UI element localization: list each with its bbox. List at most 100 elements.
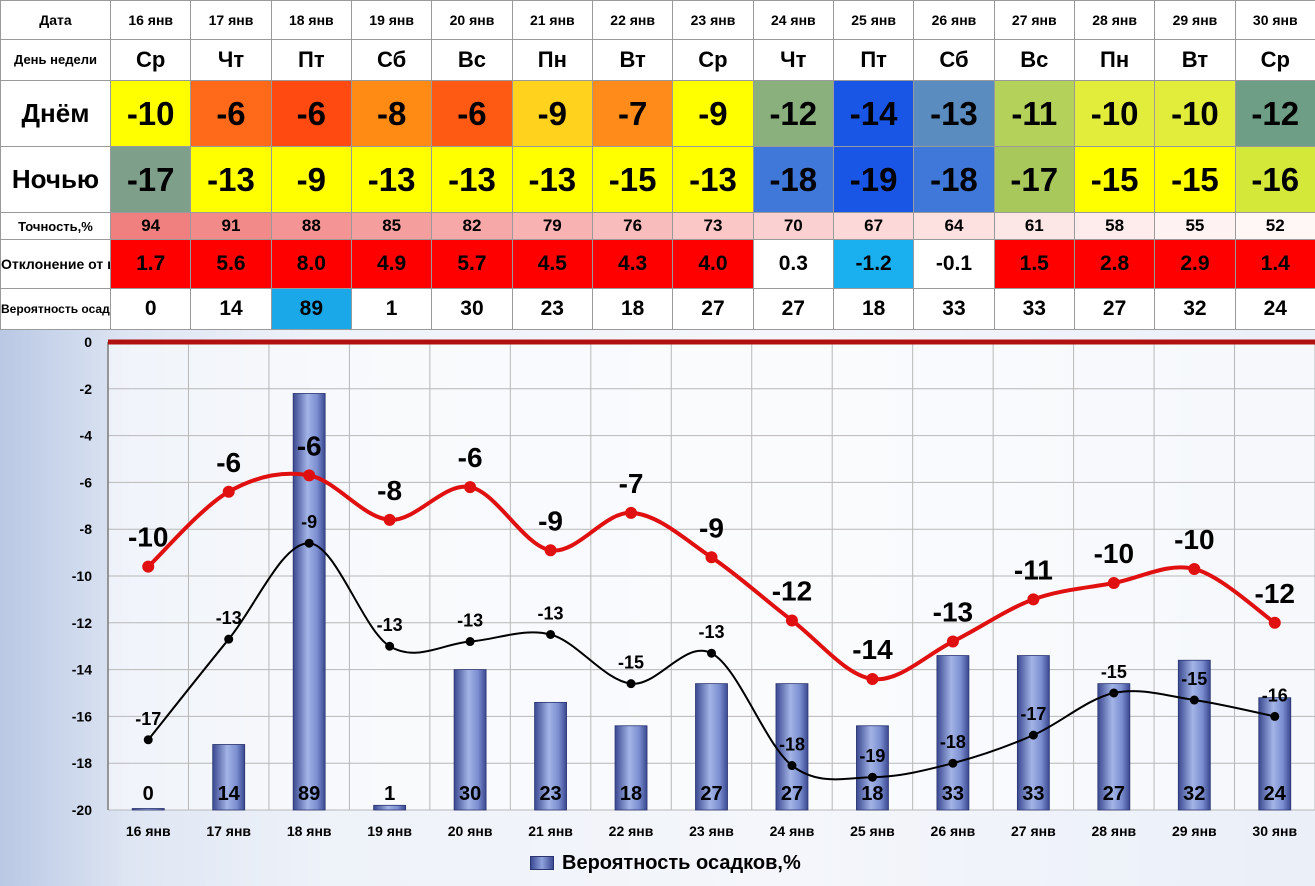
day-temp-cell: -8 [350,80,433,147]
deviation-cell: 4.5 [511,239,593,289]
accuracy-row: Точность,% 94 91 88 85 82 79 76 73 70 67 64 61 58 55 52 [0,212,1315,240]
night-temp-cell: -13 [350,146,433,213]
precip-bar-label: 27 [1103,783,1125,805]
precip-bar [936,655,970,811]
accuracy-cell: 76 [591,212,674,240]
weekday-cell: Чт [752,39,834,81]
x-tick-label: 17 янв [206,823,251,839]
night-temp-cell: -17 [993,146,1075,213]
night-temp-cell: -15 [1073,146,1156,213]
night-temp-label: -17 [135,709,161,729]
deviation-cell: 5.7 [431,239,513,289]
precip-bar-label: 33 [942,783,964,805]
precip-bar [856,725,889,811]
day-temp-point [1268,616,1281,629]
precip-bar [1016,655,1050,811]
x-tick-label: 20 янв [448,823,493,839]
day-temp-label: -13 [933,597,973,628]
day-temp-point [1107,577,1120,590]
night-temp-label: -18 [940,732,966,752]
deviation-cell: 8.0 [270,239,352,289]
weekday-cell: Пт [832,39,915,81]
y-tick-label: -10 [72,568,92,584]
day-temp-cell: -6 [270,80,352,147]
deviation-cell: 1.7 [109,239,192,289]
date-row-label: Дата [0,0,111,40]
day-temp-label: -7 [619,468,644,499]
date-cell: 22 янв [591,0,674,40]
y-tick-label: -4 [80,428,93,444]
y-tick-label: -8 [80,521,93,537]
weekday-cell: Пн [1073,39,1156,81]
precip-cell: 18 [591,288,674,330]
day-temp-label: -10 [1174,524,1214,555]
day-temp-label: -10 [128,522,168,553]
day-temp-point [544,544,557,557]
weekday-cell: Сб [913,39,995,81]
night-temp-point [707,648,716,658]
date-cell: 25 янв [832,0,915,40]
forecast-table: Дата 16 янв 17 янв 18 янв 19 янв 20 янв 21 янв… [0,0,1315,330]
precip-bar-label: 24 [1264,783,1287,805]
night-temp-label: -16 [1262,685,1288,705]
deviation-cell: 4.3 [591,239,674,289]
day-temp-point [1188,562,1201,575]
night-temp-point [1270,711,1280,721]
x-tick-label: 22 янв [609,823,654,839]
x-tick-label: 16 янв [126,823,171,839]
night-temp-cell: -13 [190,146,272,213]
weekday-cell: Вт [591,39,674,81]
precip-bar-label: 18 [861,783,883,805]
night-temp-point [546,630,556,639]
precip-bar [1097,683,1131,811]
day-temp-label: -9 [538,505,563,536]
night-temp-label: -13 [216,608,242,628]
precip-cell: 24 [1234,288,1315,330]
date-cell: 29 янв [1154,0,1236,40]
x-tick-label: 27 янв [1011,823,1056,839]
date-cell: 19 янв [350,0,433,40]
night-temp-label: -19 [859,746,885,766]
x-tick-label: 21 янв [528,823,573,839]
weekday-cell: Сб [350,39,433,81]
x-tick-label: 29 янв [1172,823,1217,839]
y-tick-label: -16 [72,708,92,724]
deviation-row: Отклонение от нормы1.75.68.04.95.74.54.3… [0,239,1315,289]
day-temp-label: -11 [1014,554,1053,585]
y-tick-label: -14 [72,662,92,678]
night-temp-cell: -15 [591,146,674,213]
deviation-cell: 1.4 [1234,239,1315,289]
accuracy-cell: 73 [672,212,754,240]
date-cell: 17 янв [190,0,272,40]
night-temp-point [1028,730,1038,740]
weekday-cell: Пн [511,39,593,81]
weekday-cell: Пт [270,39,352,81]
precip-bar [453,669,487,811]
precip-bar-label: 1 [384,783,395,805]
day-temp-row: Днём -10 -6 -6 -8 -6 -9 -7 -9 -12 -14 -13 -11 -10 -10-… [0,80,1315,147]
y-tick-label: 0 [84,334,92,350]
precip-bar [1177,659,1211,811]
weekday-cell: Ср [672,39,754,81]
accuracy-cell: 88 [270,212,352,240]
night-temp-cell: -16 [1234,146,1315,213]
accuracy-cell: 82 [431,212,513,240]
precip-cell: 23 [511,288,593,330]
x-tick-label: 23 янв [689,823,734,839]
day-temp-cell: -7 [591,80,674,147]
day-temp-label: -8 [377,475,402,506]
deviation-cell: 2.9 [1154,239,1236,289]
day-temp-point [142,560,155,573]
night-temp-point [385,641,395,651]
night-temp-point [867,772,877,782]
day-temp-label: -6 [216,447,241,478]
date-cell: 21 янв [511,0,593,40]
chart-legend: Вероятность осадков,% [530,848,801,878]
precip-cell: 32 [1154,288,1236,330]
day-temp-point [1027,593,1040,606]
night-temp-label: -15 [1181,669,1207,689]
day-temp-cell: -11 [993,80,1075,147]
night-temp-cell: -13 [431,146,513,213]
day-temp-cell: -9 [511,80,593,147]
day-temp-cell: -14 [832,80,915,147]
